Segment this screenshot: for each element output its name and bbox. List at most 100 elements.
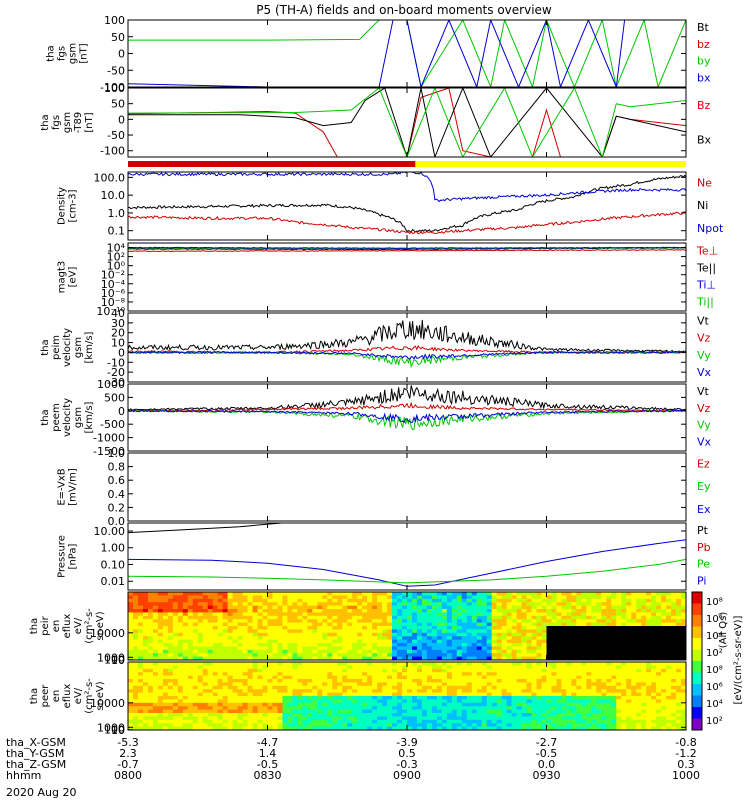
y-axis-label: peir [40,615,51,635]
colorbar-segment [692,615,702,627]
y-tick-label: 1000 [97,721,125,734]
footer-value: -5.3 [117,736,138,749]
y-axis-label: E=-VxB [57,468,68,505]
y-tick-label: 1.0 [108,207,126,220]
colorbar-tick: 10⁶ [706,614,723,625]
y-tick-label: -1500 [93,445,125,458]
colorbar-tick: 10⁸ [706,665,723,676]
legend-entry: Bx [697,133,712,146]
y-tick-label: 10.0 [101,189,126,202]
y-axis-label: fgs [57,46,68,61]
y-axis-label: fgs [51,115,62,130]
footer-value: 1.4 [259,747,277,760]
y-axis-label: gsm [68,43,79,64]
footer-value: -0.5 [536,747,557,760]
panel-fgs: 100 50 0 -50 -100 tha fgs gsm [nT] Bt bz by bx [46,14,711,94]
legend-entry: Ti⊥ [696,278,716,291]
y-tick-label: 100 [104,14,125,27]
y-tick-label: 500 [104,391,125,404]
y-axis-label: peem [51,403,62,431]
y-tick-label: 0 [118,346,125,359]
y-tick-label: 10⁴ [107,242,126,255]
heatmap-peer_eflux [128,662,686,730]
y-tick-label: 10² [107,251,125,264]
series-fgs_dipole-0 [128,88,686,157]
colorbar-segment [692,684,702,696]
y-tick-label: 100 [104,654,125,667]
chart-title: P5 (TH-A) fields and on-board moments ov… [256,3,552,17]
y-axis-label: eV/ [73,687,84,704]
y-tick-label: 0.10 [101,558,126,571]
series-pressure-1 [128,539,686,587]
legend-entry: Ex [697,503,711,516]
colorbar-segment [692,626,702,639]
y-tick-label: -20 [107,366,125,379]
legend-entry: Bz [697,99,711,112]
y-axis-label: [eV] [68,267,79,288]
y-axis-label: Density [57,187,68,225]
y-tick-label: 0.2 [108,501,126,514]
y-axis-label: (cm²-s- [84,608,95,644]
colorbar-segment [692,672,702,685]
colorbar-segment [692,661,702,673]
heatmap-peir_eflux [128,592,686,660]
colorbar-tick: 10⁴ [706,631,723,642]
y-tick-label: 10⁻⁶ [101,287,126,300]
legend-entry: Vz [697,332,711,345]
series-fgs_dipole-2 [128,88,686,157]
series-pressure-0 [128,523,282,534]
y-axis-label: tha [29,618,40,634]
colorbar-segment [692,638,702,650]
y-tick-label: 1.00 [101,542,126,555]
mode-bar-segment-1 [415,161,686,167]
series-peim_velocity-0 [128,319,686,353]
series-density-1 [128,211,686,235]
y-axis-label: eflux [62,684,73,709]
y-tick-label: 10 [111,724,125,737]
legend-entry: bz [697,38,710,51]
colorbar-tick: 10⁴ [706,699,723,710]
y-tick-label: 0.1 [108,225,126,238]
footer-value: -3.9 [396,736,417,749]
footer-row-label: tha_Z-GSM [6,758,66,771]
series-fgs-1 [128,20,645,87]
series-peem_velocity-0 [128,385,686,411]
footer-value: -0.5 [257,758,278,771]
y-tick-label: 20 [111,327,125,340]
legend-entry: Te|| [696,261,716,274]
y-axis-label: [nPa] [68,543,79,569]
y-axis-label: gsm [73,337,84,358]
series-peim_velocity-2 [128,350,686,369]
legend-entry: Ez [697,457,710,470]
series-peem_velocity-1 [128,401,686,413]
y-tick-label: 0.8 [108,461,126,474]
legend-entry: Ti|| [696,295,714,308]
footer-value: 0930 [533,769,561,782]
legend-entry: Vz [697,402,711,415]
series-pressure-2 [128,558,686,584]
y-axis-label: (cm²-s- [84,678,95,714]
y-tick-label: 10 [111,654,125,667]
series-fgs-0 [128,20,686,87]
y-axis-label: eflux [62,614,73,639]
footer-value: -2.7 [536,736,557,749]
panel-frame-pressure [127,522,687,591]
y-tick-label: 40 [111,307,125,320]
series-peem_velocity-2 [128,409,686,431]
colorbar-tick: 10² [706,648,723,659]
y-tick-label: 1000 [97,651,125,664]
footer-value: 0.0 [538,758,556,771]
series-temperature-1 [128,249,686,253]
legend-entry: Pt [697,524,709,537]
footer-value: -0.7 [117,758,138,771]
legend-entry: Pe [697,558,710,571]
y-tick-label: -50 [107,64,125,77]
y-tick-label: -10 [107,356,125,369]
colorbar-segment [692,718,702,731]
y-axis-label: en [51,690,62,703]
y-axis-label: [nT] [79,43,90,63]
y-tick-label: 0.6 [108,474,126,487]
